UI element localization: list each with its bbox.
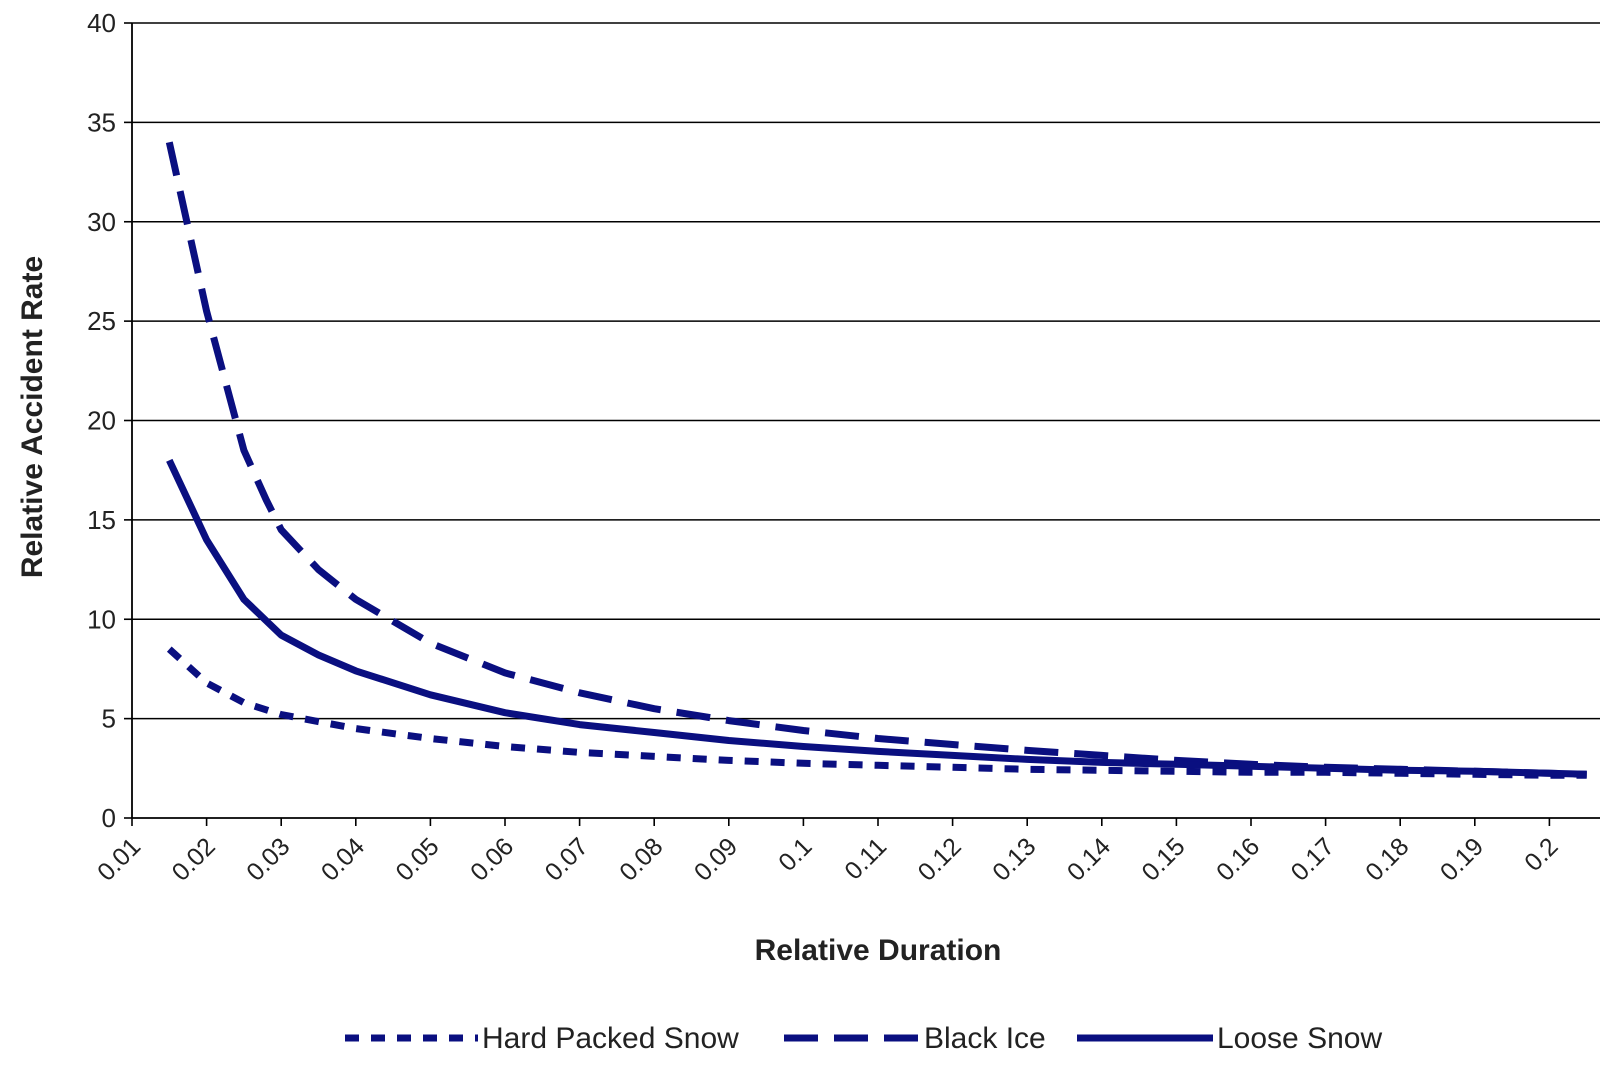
series-lines — [165, 141, 1587, 779]
y-tick-label: 5 — [102, 704, 116, 734]
legend-label: Black Ice — [924, 1022, 1046, 1055]
x-tick-label: 0.12 — [913, 832, 967, 886]
y-tick-labels: 0 5 10 15 20 25 30 35 40 — [87, 8, 132, 833]
x-tick-label: 0.2 — [1519, 832, 1563, 876]
series-line-loose-snow — [166, 458, 1587, 778]
x-tick-label: 0.17 — [1286, 832, 1340, 886]
series-line-hard-packed-snow — [166, 646, 1587, 779]
legend: Hard Packed Snow Black Ice Loose Snow — [345, 1022, 1382, 1055]
legend-label: Loose Snow — [1217, 1022, 1382, 1055]
x-axis-title: Relative Duration — [755, 934, 1002, 967]
x-tick-label: 0.14 — [1062, 832, 1116, 886]
gridlines — [132, 22, 1600, 720]
y-tick-label: 15 — [87, 505, 116, 535]
legend-label: Hard Packed Snow — [482, 1022, 739, 1055]
x-tick-label: 0.18 — [1360, 832, 1414, 886]
x-tick-label: 0.09 — [689, 832, 743, 886]
x-tick-label: 0.19 — [1435, 832, 1489, 886]
y-tick-label: 35 — [87, 107, 116, 137]
x-tick-label: 0.15 — [1136, 832, 1190, 886]
y-axis-title: Relative Accident Rate — [16, 256, 49, 578]
y-tick-label: 25 — [87, 306, 116, 336]
x-tick-label: 0.16 — [1211, 832, 1265, 886]
y-tick-label: 30 — [87, 207, 116, 237]
x-tick-label: 0.03 — [241, 832, 295, 886]
y-tick-label: 0 — [102, 803, 116, 833]
x-tick-label: 0.13 — [987, 832, 1041, 886]
x-tick-labels: 0.01 0.02 0.03 0.04 0.05 0.06 0.07 0.08 0.09 0.1 0… — [92, 818, 1564, 887]
y-tick-label: 10 — [87, 604, 116, 634]
x-tick-label: 0.08 — [614, 832, 668, 886]
x-tick-label: 0.1 — [773, 832, 817, 876]
x-tick-label: 0.01 — [92, 832, 146, 886]
x-tick-label: 0.04 — [316, 832, 370, 886]
x-tick-label: 0.02 — [167, 832, 221, 886]
x-tick-label: 0.05 — [390, 832, 444, 886]
y-tick-label: 40 — [87, 8, 116, 38]
y-tick-label: 20 — [87, 406, 116, 436]
x-tick-label: 0.11 — [839, 832, 892, 885]
x-tick-label: 0.06 — [465, 832, 519, 886]
x-tick-label: 0.07 — [540, 832, 594, 886]
